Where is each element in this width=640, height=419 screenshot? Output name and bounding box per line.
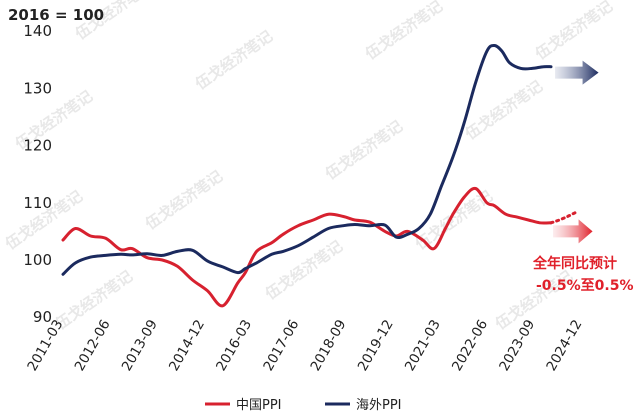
unit-label: 2016 = 100	[8, 6, 104, 24]
y-tick-label: 110	[23, 194, 52, 212]
china-forecast-dotted-line	[549, 209, 579, 225]
watermark-text: 伍戈经济笔记	[191, 27, 276, 94]
legend-label-overseas: 海外PPI	[356, 398, 402, 413]
x-tick-label: 2017-06	[260, 317, 302, 374]
watermark-text: 伍戈经济笔记	[531, 0, 616, 64]
watermark-layer: 伍戈经济笔记伍戈经济笔记伍戈经济笔记伍戈经济笔记伍戈经济笔记伍戈经济笔记伍戈经济…	[1, 0, 616, 334]
y-axis: 90 100 110 120 130 140	[23, 22, 52, 326]
watermark-text: 伍戈经济笔记	[361, 0, 446, 64]
forecast-annotation-line2: -0.5%至0.5%	[536, 278, 633, 294]
overseas-forecast-arrow	[555, 60, 599, 85]
series-line-china-ppi	[61, 186, 553, 308]
y-tick-label: 90	[33, 308, 52, 326]
legend-label-china: 中国PPI	[236, 398, 282, 413]
x-tick-label: 2021-03	[402, 317, 444, 374]
y-tick-label: 140	[23, 22, 52, 40]
forecast-annotation-line1: 全年同比预计	[532, 255, 617, 272]
x-tick-label: 2022-06	[449, 317, 491, 374]
x-tick-label: 2013-09	[119, 317, 161, 374]
x-tick-label: 2012-06	[72, 317, 114, 374]
series-line-overseas-ppi	[61, 43, 553, 276]
watermark-text: 伍戈经济笔记	[261, 237, 346, 304]
watermark-text: 伍戈经济笔记	[141, 167, 226, 234]
x-tick-label: 2016-03	[213, 317, 255, 374]
x-tick-label: 2018-09	[307, 317, 349, 374]
china-forecast-arrow	[553, 219, 593, 244]
legend: 中国PPI 海外PPI	[205, 398, 402, 413]
x-tick-label: 2019-12	[355, 317, 397, 374]
projection-layer	[549, 60, 599, 244]
y-tick-label: 100	[23, 251, 52, 269]
y-tick-label: 130	[23, 79, 52, 97]
x-tick-label: 2024-12	[543, 317, 585, 374]
series-layer	[61, 43, 553, 308]
y-tick-label: 120	[23, 137, 52, 155]
x-tick-label: 2014-12	[166, 317, 208, 374]
watermark-text: 伍戈经济笔记	[321, 117, 406, 184]
